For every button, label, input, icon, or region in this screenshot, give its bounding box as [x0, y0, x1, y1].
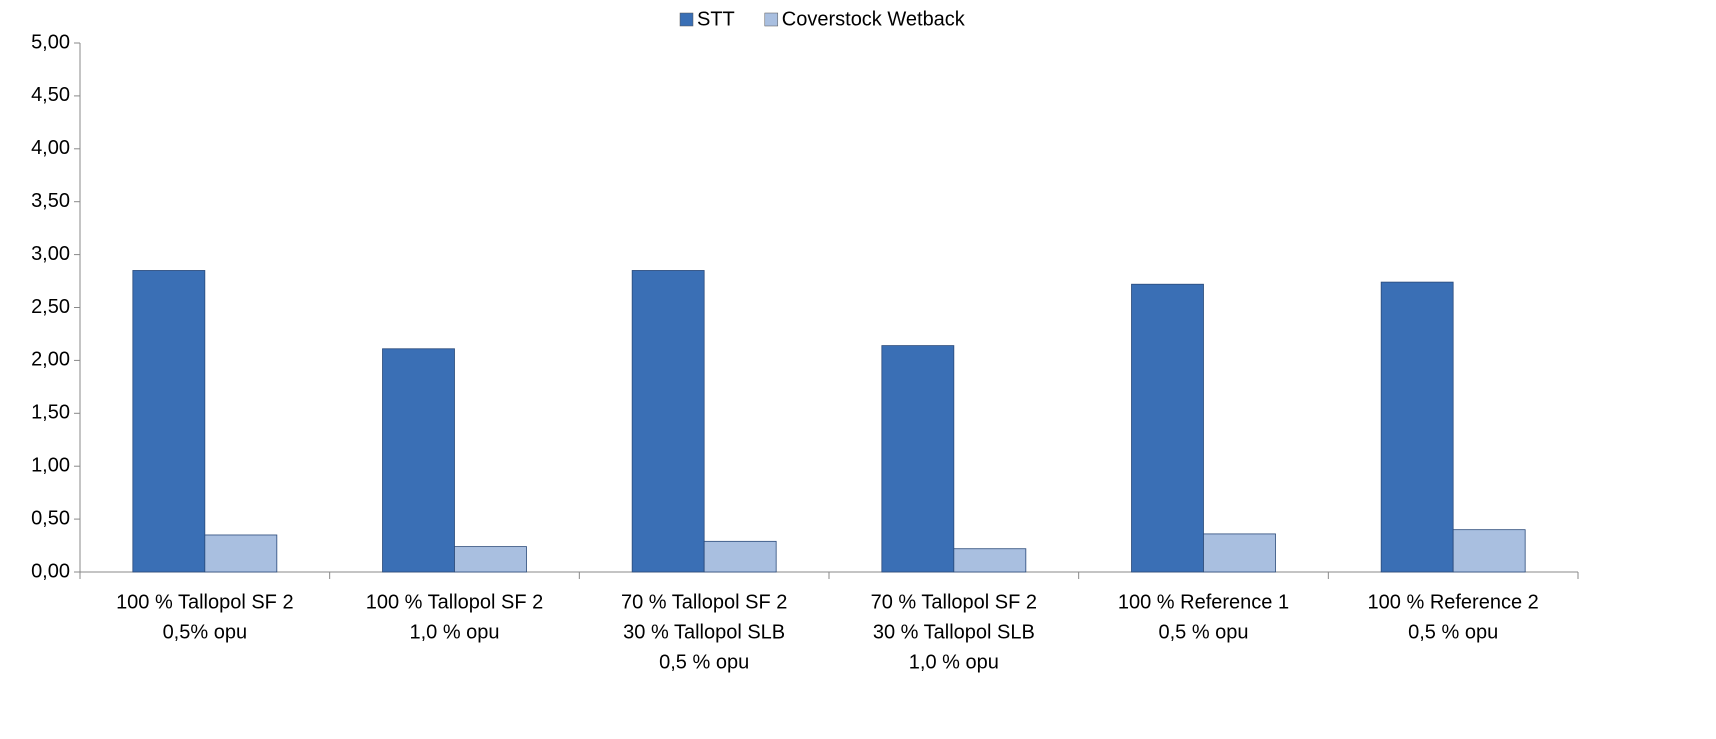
x-tick-label: 0,5 % opu — [659, 651, 749, 673]
x-tick-label: 100 % Tallopol SF 2 — [366, 591, 544, 613]
y-tick-label: 4,00 — [31, 137, 70, 159]
bar — [1131, 283, 1204, 573]
x-tick-label: 100 % Reference 1 — [1118, 591, 1289, 613]
y-tick-label: 1,00 — [31, 454, 70, 476]
y-tick-label: 3,50 — [31, 190, 70, 212]
bar — [204, 534, 278, 573]
bar — [1452, 529, 1526, 573]
x-tick-label: 70 % Tallopol SF 2 — [621, 591, 787, 613]
y-tick-label: 3,00 — [31, 243, 70, 265]
y-tick-label: 5,00 — [31, 31, 70, 53]
legend-label: STT — [697, 8, 735, 30]
y-tick-label: 1,50 — [31, 402, 70, 424]
x-tick-label: 30 % Tallopol SLB — [623, 621, 785, 643]
x-tick-label: 1,0 % opu — [909, 651, 999, 673]
bar — [1380, 281, 1454, 573]
y-tick-label: 2,00 — [31, 349, 70, 371]
x-tick-label: 70 % Tallopol SF 2 — [871, 591, 1037, 613]
x-tick-label: 0,5 % opu — [1408, 621, 1498, 643]
x-tick-label: 0,5% opu — [163, 621, 248, 643]
legend-swatch — [679, 12, 694, 27]
x-tick-label: 0,5 % opu — [1158, 621, 1248, 643]
y-tick-label: 4,50 — [31, 84, 70, 106]
legend-label: Coverstock Wetback — [782, 8, 966, 30]
bar — [631, 270, 705, 573]
y-tick-label: 2,50 — [31, 296, 70, 318]
x-tick-label: 1,0 % opu — [409, 621, 499, 643]
legend-swatch — [764, 12, 779, 27]
bar — [1203, 533, 1276, 573]
bar — [953, 548, 1027, 573]
bar — [382, 348, 455, 573]
bar — [703, 540, 777, 573]
bar — [881, 345, 955, 573]
x-tick-label: 30 % Tallopol SLB — [873, 621, 1035, 643]
bar — [132, 270, 206, 573]
x-tick-label: 100 % Tallopol SF 2 — [116, 591, 294, 613]
y-tick-label: 0,50 — [31, 507, 70, 529]
bar — [454, 546, 527, 573]
x-tick-label: 100 % Reference 2 — [1368, 591, 1539, 613]
y-tick-label: 0,00 — [31, 560, 70, 582]
